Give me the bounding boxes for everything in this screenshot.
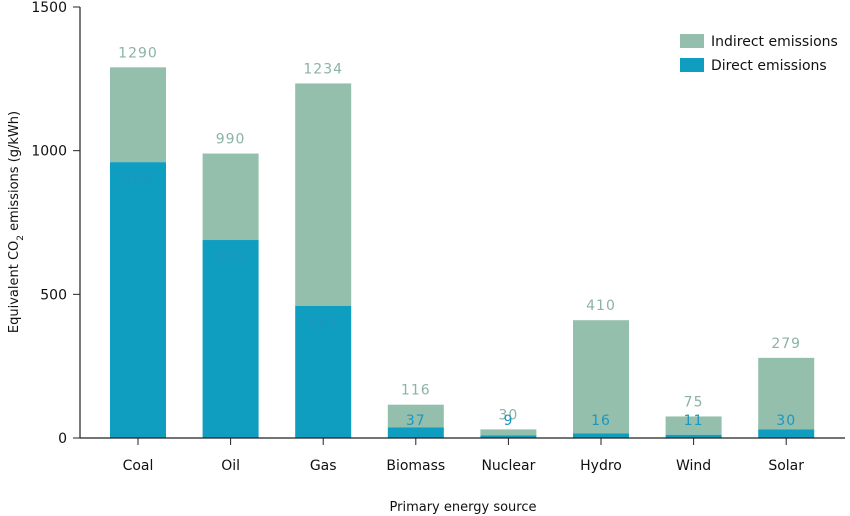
bar-direct-hydro	[573, 433, 629, 438]
y-tick-label: 1500	[31, 0, 67, 16]
bar-direct-nuclear	[480, 435, 537, 438]
x-tick-label-biomass: Biomass	[386, 458, 445, 474]
total-label-gas: 1234	[303, 61, 343, 77]
direct-label-coal: 960	[123, 171, 153, 187]
y-tick-label: 500	[40, 287, 67, 303]
x-tick-label-gas: Gas	[310, 458, 337, 474]
bar-direct-coal	[110, 162, 166, 438]
total-label-coal: 1290	[118, 45, 158, 61]
direct-label-hydro: 16	[591, 413, 611, 429]
total-label-solar: 279	[771, 336, 801, 352]
axes-layer: Coal Oil Gas Biomass Nuclear Hydro Wind Solar 0 5…	[31, 0, 845, 474]
bar-indirect-coal	[110, 67, 166, 163]
x-tick-label-coal: Coal	[123, 458, 154, 474]
total-label-hydro: 410	[586, 298, 616, 314]
bars-layer	[110, 67, 815, 438]
bar-direct-gas	[295, 305, 352, 438]
y-tick-label: 0	[58, 431, 67, 447]
direct-label-solar: 30	[776, 413, 796, 429]
legend-label-indirect: Indirect emissions	[711, 34, 838, 50]
x-tick-label-solar: Solar	[768, 458, 804, 474]
y-axis-title-after: emissions (g/kWh)	[7, 111, 22, 235]
y-axis-title: Equivalent CO2 emissions (g/kWh)	[7, 111, 26, 333]
x-tick-label-nuclear: Nuclear	[481, 458, 535, 474]
direct-label-wind: 11	[684, 413, 704, 429]
bar-indirect-solar	[758, 357, 815, 430]
x-tick-label-wind: Wind	[676, 458, 711, 474]
total-label-biomass: 116	[401, 383, 431, 399]
total-label-oil: 990	[216, 132, 246, 148]
bar-indirect-oil	[202, 153, 259, 241]
y-axis-title-before: Equivalent CO	[7, 241, 22, 333]
direct-label-nuclear: 9	[503, 413, 513, 429]
legend: Indirect emissions Direct emissions	[680, 34, 838, 74]
bar-indirect-gas	[295, 83, 352, 306]
legend-label-direct: Direct emissions	[711, 58, 827, 74]
bar-indirect-biomass	[387, 404, 444, 428]
direct-label-biomass: 37	[406, 413, 426, 429]
bar-direct-wind	[665, 434, 722, 438]
y-axis-title-sub: 2	[16, 235, 26, 241]
legend-swatch-indirect	[680, 34, 704, 48]
bar-direct-solar	[758, 429, 815, 438]
total-label-nuclear: 30	[498, 407, 518, 423]
x-axis-title: Primary energy source	[390, 500, 537, 515]
bar-direct-oil	[202, 240, 259, 438]
x-tick-label-hydro: Hydro	[580, 458, 622, 474]
y-tick-label: 1000	[31, 144, 67, 160]
bar-indirect-wind	[665, 416, 722, 435]
legend-swatch-direct	[680, 58, 704, 72]
direct-label-gas: 460	[308, 315, 338, 331]
bar-indirect-nuclear	[480, 429, 537, 436]
total-label-wind: 75	[684, 394, 704, 410]
bar-indirect-hydro	[573, 320, 629, 434]
x-tick-label-oil: Oil	[221, 458, 240, 474]
bar-direct-biomass	[387, 427, 444, 438]
direct-label-oil: 689	[216, 249, 246, 265]
